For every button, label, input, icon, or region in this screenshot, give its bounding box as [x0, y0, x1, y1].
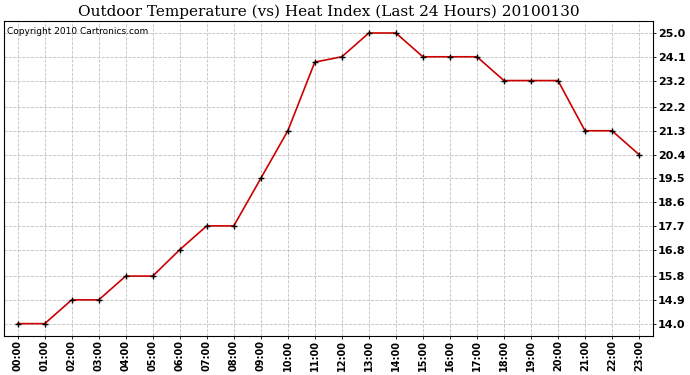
Text: Copyright 2010 Cartronics.com: Copyright 2010 Cartronics.com — [8, 27, 148, 36]
Title: Outdoor Temperature (vs) Heat Index (Last 24 Hours) 20100130: Outdoor Temperature (vs) Heat Index (Las… — [77, 4, 579, 18]
